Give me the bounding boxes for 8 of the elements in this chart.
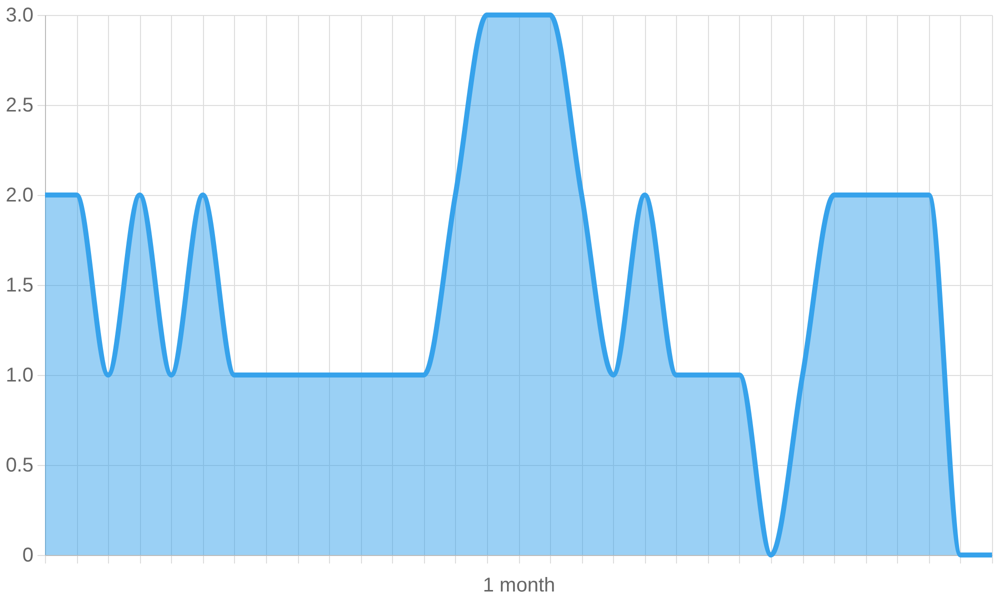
y-tick-label: 0.5 (6, 454, 34, 476)
y-tick-label: 2.0 (6, 184, 34, 206)
y-tick-label: 2.5 (6, 94, 34, 116)
y-tick-label: 3.0 (6, 4, 34, 26)
y-tick-label: 0 (22, 544, 34, 566)
y-tick-label: 1.0 (6, 364, 34, 386)
y-tick-label: 1.5 (6, 274, 34, 296)
x-tick-label: 1 month (482, 574, 556, 596)
